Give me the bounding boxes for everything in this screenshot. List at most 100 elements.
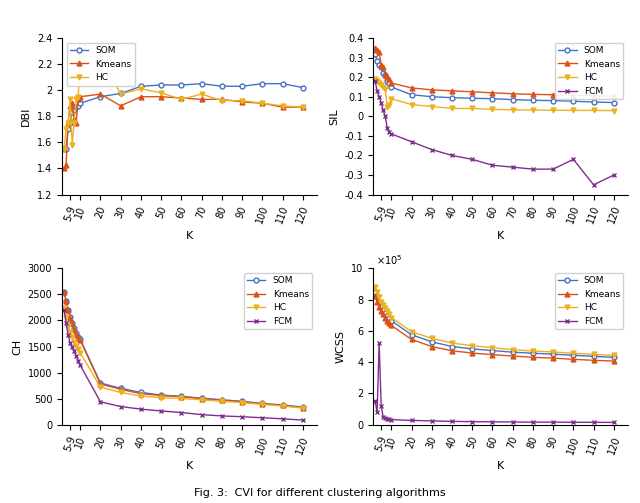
HC — [62, 314, 70, 320]
Kmeans — [590, 357, 598, 363]
FCM — [373, 88, 381, 94]
FCM — [385, 416, 393, 422]
Kmeans — [380, 311, 387, 317]
HC — [428, 336, 436, 342]
Y-axis label: WCSS: WCSS — [335, 330, 346, 363]
SOM — [62, 146, 70, 152]
FCM — [67, 340, 74, 346]
SOM — [97, 94, 104, 100]
HC — [72, 343, 80, 349]
HC — [383, 104, 391, 110]
Kmeans — [371, 45, 379, 51]
SOM — [383, 313, 391, 319]
SOM — [428, 94, 436, 100]
HC — [137, 393, 145, 399]
HC — [299, 405, 307, 411]
FCM — [468, 418, 476, 425]
HC — [549, 349, 557, 355]
SOM — [117, 91, 125, 97]
Kmeans — [60, 289, 68, 295]
SOM — [117, 385, 125, 391]
FCM — [375, 94, 383, 100]
Kmeans — [373, 299, 381, 305]
Kmeans — [448, 348, 456, 354]
Legend: SOM, Kmeans, HC, FCM: SOM, Kmeans, HC, FCM — [555, 273, 623, 329]
Line: HC: HC — [372, 76, 616, 113]
HC — [428, 104, 436, 110]
HC — [238, 98, 246, 104]
HC — [488, 345, 496, 351]
HC — [509, 347, 516, 353]
HC — [62, 126, 70, 132]
Kmeans — [64, 307, 72, 313]
SOM — [529, 97, 537, 103]
Kmeans — [570, 356, 577, 362]
Line: FCM: FCM — [372, 341, 616, 425]
HC — [74, 94, 82, 100]
SOM — [68, 319, 76, 325]
HC — [373, 78, 381, 84]
HC — [117, 91, 125, 97]
FCM — [198, 411, 205, 417]
SOM — [72, 330, 80, 336]
Kmeans — [117, 103, 125, 109]
HC — [177, 395, 185, 401]
Kmeans — [408, 85, 415, 91]
SOM — [509, 349, 516, 355]
SOM — [381, 310, 389, 316]
HC — [72, 96, 80, 102]
FCM — [549, 166, 557, 172]
FCM — [408, 139, 415, 145]
Kmeans — [157, 94, 165, 100]
HC — [381, 86, 389, 92]
SOM — [385, 315, 393, 321]
X-axis label: K: K — [186, 461, 193, 471]
Kmeans — [177, 393, 185, 399]
SOM — [67, 120, 74, 126]
SOM — [62, 298, 70, 304]
HC — [590, 108, 598, 114]
Kmeans — [375, 304, 383, 310]
FCM — [488, 419, 496, 425]
Kmeans — [383, 74, 391, 80]
Kmeans — [570, 92, 577, 98]
HC — [259, 401, 266, 407]
Kmeans — [468, 89, 476, 95]
SOM — [610, 354, 618, 360]
FCM — [373, 409, 381, 415]
SOM — [468, 95, 476, 101]
SOM — [64, 307, 72, 313]
HC — [218, 398, 226, 404]
Kmeans — [74, 335, 82, 341]
FCM — [74, 358, 82, 364]
HC — [378, 299, 385, 305]
FCM — [529, 419, 537, 425]
FCM — [97, 399, 104, 405]
HC — [380, 84, 387, 90]
FCM — [385, 129, 393, 135]
HC — [448, 340, 456, 346]
FCM — [381, 415, 389, 421]
SOM — [380, 70, 387, 76]
FCM — [378, 100, 385, 106]
HC — [97, 54, 104, 60]
Legend: SOM, Kmeans, HC: SOM, Kmeans, HC — [67, 43, 135, 86]
HC — [70, 339, 78, 345]
FCM — [60, 307, 68, 313]
HC — [385, 102, 393, 108]
SOM — [375, 62, 383, 68]
Kmeans — [76, 337, 84, 343]
FCM — [428, 418, 436, 424]
FCM — [570, 420, 577, 426]
FCM — [488, 162, 496, 168]
SOM — [67, 314, 74, 320]
HC — [383, 308, 391, 314]
HC — [76, 52, 84, 58]
HC — [60, 305, 68, 311]
HC — [408, 328, 415, 334]
FCM — [610, 420, 618, 426]
Line: SOM: SOM — [61, 289, 305, 409]
SOM — [378, 304, 385, 310]
Kmeans — [373, 47, 381, 53]
Kmeans — [218, 96, 226, 102]
